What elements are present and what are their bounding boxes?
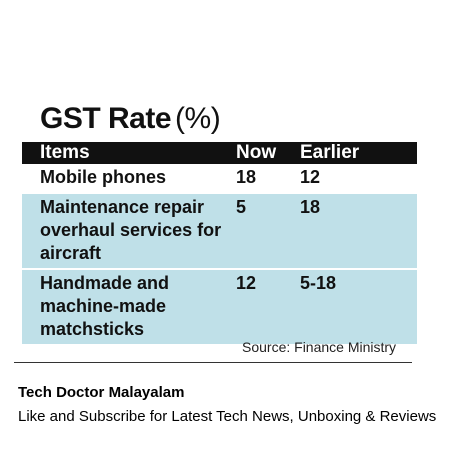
table-row: Mobile phones 18 12 [22, 164, 417, 193]
gst-rate-table: Items Now Earlier Mobile phones 18 12 Ma… [22, 142, 417, 344]
cell-item: Maintenance repair overhaul services for… [22, 192, 236, 269]
cell-earlier: 5-18 [300, 268, 417, 344]
header-items: Items [22, 142, 236, 164]
header-earlier: Earlier [300, 142, 417, 164]
cell-now: 12 [236, 268, 300, 344]
table-row: Maintenance repair overhaul services for… [22, 192, 417, 269]
cell-item: Mobile phones [22, 164, 236, 193]
source-note: Source: Finance Ministry [242, 339, 397, 355]
table-body: Mobile phones 18 12 Maintenance repair o… [22, 164, 417, 344]
channel-name: Tech Doctor Malayalam [18, 384, 185, 401]
header-now: Now [236, 142, 300, 164]
cell-now: 5 [236, 192, 300, 269]
channel-tagline: Like and Subscribe for Latest Tech News,… [18, 408, 437, 425]
chart-title: GST Rate (%) [40, 102, 221, 135]
divider [14, 362, 412, 363]
table-row: Handmade and machine-made matchsticks 12… [22, 268, 417, 344]
cell-item: Handmade and machine-made matchsticks [22, 268, 236, 344]
title-unit: (%) [175, 102, 221, 135]
header-row: Items Now Earlier [22, 142, 417, 164]
table-header: Items Now Earlier [22, 142, 417, 164]
cell-now: 18 [236, 164, 300, 193]
cell-earlier: 18 [300, 192, 417, 269]
cell-earlier: 12 [300, 164, 417, 193]
title-main: GST Rate [40, 102, 172, 135]
